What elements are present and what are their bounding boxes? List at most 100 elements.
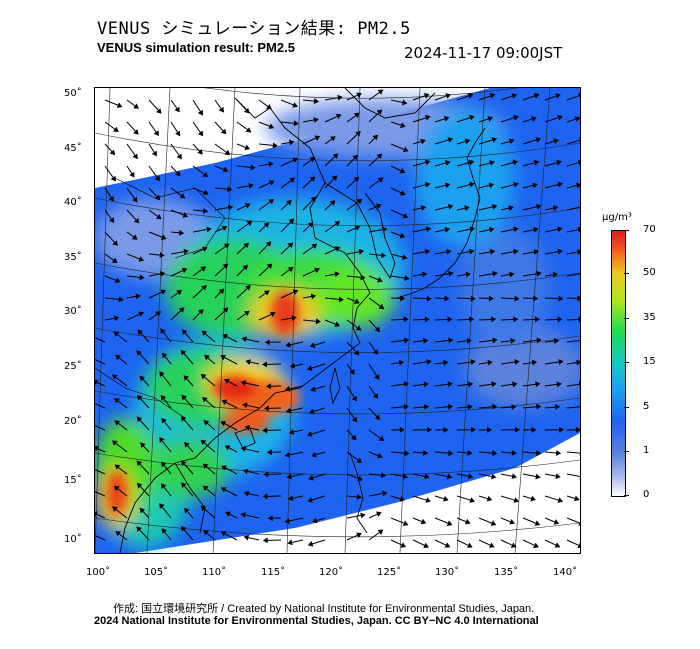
timestamp: 2024-11-17 09:00JST bbox=[404, 44, 563, 62]
wind-arrow-head bbox=[129, 171, 135, 178]
wind-arrow-head bbox=[338, 296, 344, 303]
wind-arrow-head bbox=[292, 102, 298, 108]
wind-arrow-head bbox=[222, 307, 229, 313]
wind-arrow-head bbox=[443, 116, 450, 122]
wind-arrow-head bbox=[138, 256, 145, 262]
wind-arrow-head bbox=[575, 426, 580, 433]
lon-label-115: 115˚ bbox=[261, 567, 286, 578]
wind-arrow-head bbox=[244, 203, 251, 209]
wind-arrow-head bbox=[154, 175, 160, 182]
wind-arrow-head bbox=[467, 381, 474, 388]
wind-arrow-head bbox=[263, 222, 270, 228]
wind-arrow-head bbox=[577, 542, 580, 549]
wind-arrow-head bbox=[200, 505, 207, 512]
wind-arrow-head bbox=[184, 507, 190, 514]
wind-arrow-head bbox=[488, 182, 495, 189]
wind-arrow-head bbox=[552, 205, 559, 211]
wind-arrow-head bbox=[285, 341, 291, 348]
wind-arrow-head bbox=[268, 180, 275, 186]
wind-arrow-head bbox=[291, 315, 297, 321]
wind-arrow bbox=[95, 358, 106, 365]
wind-arrow-head bbox=[202, 171, 209, 178]
wind-arrow-head bbox=[306, 431, 313, 437]
wind-arrow-head bbox=[179, 229, 185, 236]
wind-arrow-head bbox=[403, 381, 410, 388]
wind-arrow-head bbox=[180, 525, 187, 532]
wind-arrow-head bbox=[400, 122, 406, 129]
wind-arrow bbox=[566, 139, 580, 145]
wind-arrow-head bbox=[399, 190, 406, 196]
wind-arrow-head bbox=[446, 248, 452, 255]
wind-arrow-head bbox=[467, 473, 474, 480]
wind-arrow-head bbox=[116, 102, 123, 108]
colorbar-label-0: 0 bbox=[643, 489, 650, 500]
wind-arrow-head bbox=[311, 243, 318, 250]
wind-arrow-head bbox=[334, 221, 341, 227]
lat-label-25: 25˚ bbox=[64, 361, 82, 372]
wind-arrow-head bbox=[222, 263, 229, 269]
wind-arrow-head bbox=[112, 440, 118, 446]
wind-arrow-head bbox=[197, 130, 204, 137]
wind-arrow-head bbox=[424, 473, 430, 480]
wind-arrow-head bbox=[355, 325, 362, 331]
colorbar-label-1: 1 bbox=[643, 445, 650, 456]
wind-arrow-head bbox=[354, 112, 360, 119]
wind-arrow-head bbox=[287, 539, 293, 546]
wind-arrow-head bbox=[314, 267, 320, 274]
wind-arrow-head bbox=[491, 137, 498, 143]
wind-arrow-head bbox=[181, 482, 187, 488]
wind-arrow-head bbox=[448, 337, 454, 344]
wind-arrow bbox=[95, 535, 106, 541]
wind-arrow-head bbox=[269, 311, 276, 318]
wind-arrow-head bbox=[404, 450, 410, 457]
wind-arrow-head bbox=[425, 115, 431, 121]
wind-arrow-head bbox=[577, 226, 580, 233]
wind-arrow-head bbox=[241, 336, 247, 343]
lon-label-125: 125˚ bbox=[377, 567, 402, 578]
lon-label-110: 110˚ bbox=[202, 567, 227, 578]
wind-arrow-head bbox=[309, 342, 316, 349]
wind-arrow-head bbox=[492, 450, 498, 457]
colorbar bbox=[611, 230, 626, 497]
wind-arrow-head bbox=[352, 154, 358, 161]
wind-arrow-head bbox=[155, 311, 162, 317]
wind-arrow-head bbox=[202, 485, 209, 492]
wind-arrow-head bbox=[356, 532, 362, 538]
wind-arrow-head bbox=[511, 404, 517, 410]
wind-arrow-head bbox=[356, 494, 362, 500]
wind-arrow-head bbox=[198, 309, 204, 315]
wind-arrow-head bbox=[531, 359, 538, 366]
wind-arrow-head bbox=[224, 445, 231, 451]
wind-arrow-head bbox=[557, 181, 563, 188]
wind-arrow-head bbox=[351, 416, 358, 423]
wind-arrow-head bbox=[287, 266, 294, 273]
wind-arrow-head bbox=[200, 439, 207, 446]
wind-arrow-head bbox=[447, 137, 454, 143]
wind-arrow-head bbox=[488, 542, 495, 548]
wind-arrow-head bbox=[262, 537, 268, 544]
wind-arrow bbox=[566, 517, 580, 524]
wind-arrow-head bbox=[447, 203, 454, 210]
wind-arrow-head bbox=[376, 153, 383, 159]
wind-arrow-head bbox=[448, 450, 454, 457]
pm25-map bbox=[94, 87, 581, 554]
wind-arrow-head bbox=[489, 249, 496, 255]
wind-arrow-head bbox=[577, 249, 580, 255]
wind-arrow-head bbox=[183, 375, 190, 381]
wind-arrow-head bbox=[465, 271, 471, 278]
wind-arrow-head bbox=[272, 142, 278, 149]
wind-arrow-head bbox=[469, 226, 475, 233]
wind-arrow-head bbox=[467, 449, 473, 456]
wind-arrow-head bbox=[443, 426, 449, 433]
wind-arrow-head bbox=[292, 289, 299, 295]
wind-arrow-head bbox=[224, 149, 231, 156]
wind-arrow-head bbox=[486, 495, 493, 502]
lat-label-45: 45˚ bbox=[64, 143, 82, 154]
wind-arrow-head bbox=[531, 426, 537, 433]
wind-arrow-head bbox=[114, 277, 121, 284]
wind-arrow-head bbox=[447, 381, 453, 388]
wind-arrow-head bbox=[222, 334, 228, 340]
wind-arrow bbox=[95, 469, 106, 475]
wind-arrow-head bbox=[244, 424, 250, 431]
colorbar-tick bbox=[624, 230, 629, 231]
